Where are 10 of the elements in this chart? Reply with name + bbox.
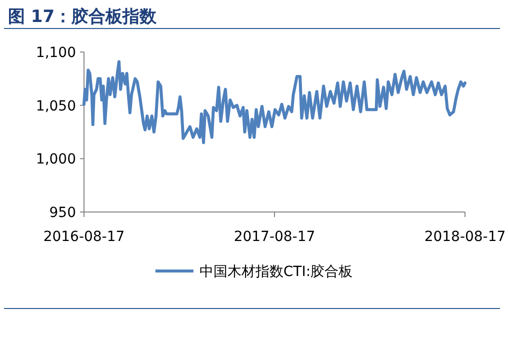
x-tick-label: 2017-08-17	[234, 229, 316, 245]
x-tick-label: 2018-08-17	[424, 229, 506, 245]
y-tick-label: 1,050	[36, 98, 76, 114]
y-tick-label: 1,000	[36, 152, 76, 168]
chart-title: 图 17：胶合板指数	[8, 7, 158, 27]
y-tick-label: 950	[49, 205, 76, 221]
x-tick-label: 2016-08-17	[43, 229, 125, 245]
legend-label: 中国木材指数CTI:胶合板	[199, 264, 353, 280]
y-tick-label: 1,100	[36, 45, 76, 61]
line-series	[82, 60, 466, 144]
